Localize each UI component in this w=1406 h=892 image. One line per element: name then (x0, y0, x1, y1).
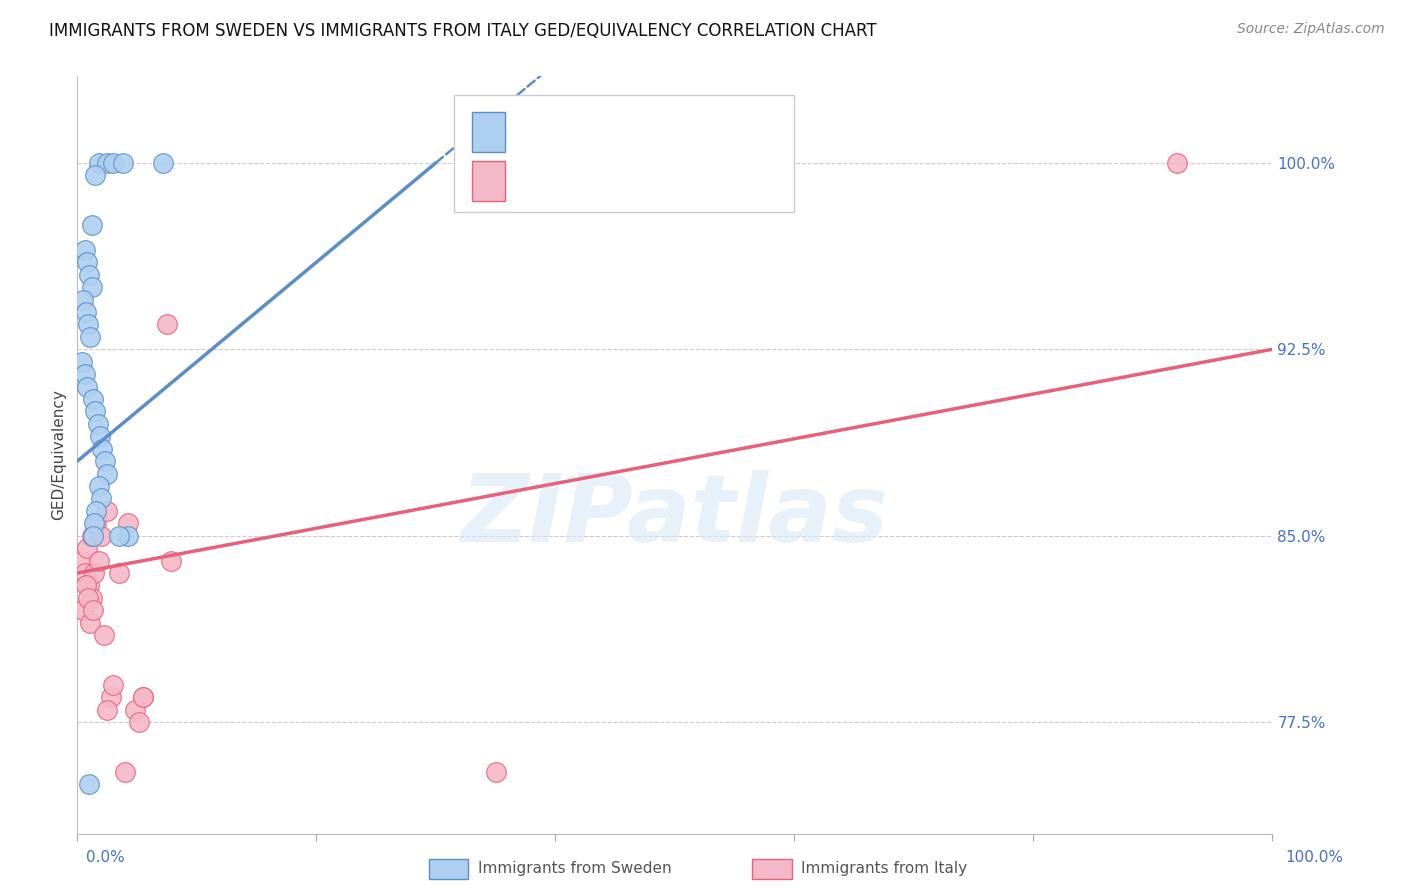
Point (103, 678, 124, 692)
Point (84, 404, 107, 418)
Point (79, 578, 101, 592)
Point (77, 591, 100, 605)
Point (87, 479, 110, 493)
Point (96, 467, 118, 481)
Point (87, 553, 110, 567)
Point (79, 615, 101, 630)
FancyBboxPatch shape (454, 95, 794, 212)
Point (96, 703, 118, 717)
Point (70, 553, 93, 567)
Point (108, 566, 131, 580)
Point (76, 379, 98, 393)
Point (86, 417, 108, 431)
Point (132, 690, 155, 705)
Point (73, 566, 96, 580)
Point (84, 168, 107, 182)
Point (82, 603, 104, 617)
Point (86, 504, 108, 518)
Point (90, 529, 112, 543)
Text: 0.0%: 0.0% (86, 850, 125, 865)
Point (82, 392, 104, 406)
Point (124, 703, 146, 717)
Point (75, 305, 97, 319)
Point (94, 454, 117, 468)
Point (79, 777, 101, 791)
Point (75, 578, 97, 592)
Point (80, 218, 103, 232)
Text: Immigrants from Sweden: Immigrants from Sweden (478, 862, 672, 876)
Point (80, 529, 103, 543)
Point (100, 690, 122, 705)
Point (70, 354, 93, 368)
Point (114, 764, 136, 779)
Point (117, 529, 139, 543)
Y-axis label: GED/Equivalency: GED/Equivalency (51, 390, 66, 520)
Point (76, 541, 98, 556)
Point (79, 268, 101, 282)
Point (76, 255, 98, 269)
Point (77, 318, 100, 332)
Text: R =  0.161   N = 33: R = 0.161 N = 33 (523, 114, 730, 133)
Point (80, 280, 103, 294)
Point (159, 553, 181, 567)
Point (108, 529, 131, 543)
Point (83, 516, 105, 531)
Point (72, 603, 94, 617)
Point (96, 156, 118, 170)
Point (1166, 156, 1188, 170)
Point (86, 516, 108, 531)
Point (89, 429, 111, 443)
Point (485, 764, 508, 779)
Point (83, 566, 105, 580)
Point (91, 442, 114, 456)
Text: Immigrants from Italy: Immigrants from Italy (801, 862, 967, 876)
Text: ZIPatlas: ZIPatlas (461, 469, 889, 562)
Point (128, 715, 150, 730)
Point (152, 156, 174, 170)
FancyBboxPatch shape (472, 161, 505, 201)
Point (79, 330, 101, 344)
Point (93, 628, 115, 642)
Point (90, 491, 112, 506)
Point (72, 293, 94, 307)
Point (73, 243, 96, 257)
Text: IMMIGRANTS FROM SWEDEN VS IMMIGRANTS FROM ITALY GED/EQUIVALENCY CORRELATION CHAR: IMMIGRANTS FROM SWEDEN VS IMMIGRANTS FRO… (49, 22, 877, 40)
Point (132, 690, 155, 705)
FancyBboxPatch shape (472, 112, 505, 152)
Point (73, 367, 96, 381)
Point (111, 156, 134, 170)
Text: 100.0%: 100.0% (1285, 850, 1344, 865)
Point (96, 504, 118, 518)
Point (156, 318, 179, 332)
Point (87, 156, 110, 170)
Text: R =  0.182   N = 31: R = 0.182 N = 31 (523, 163, 730, 182)
Point (103, 156, 124, 170)
Point (117, 516, 139, 531)
Point (82, 529, 104, 543)
Point (80, 591, 103, 605)
Text: Source: ZipAtlas.com: Source: ZipAtlas.com (1237, 22, 1385, 37)
